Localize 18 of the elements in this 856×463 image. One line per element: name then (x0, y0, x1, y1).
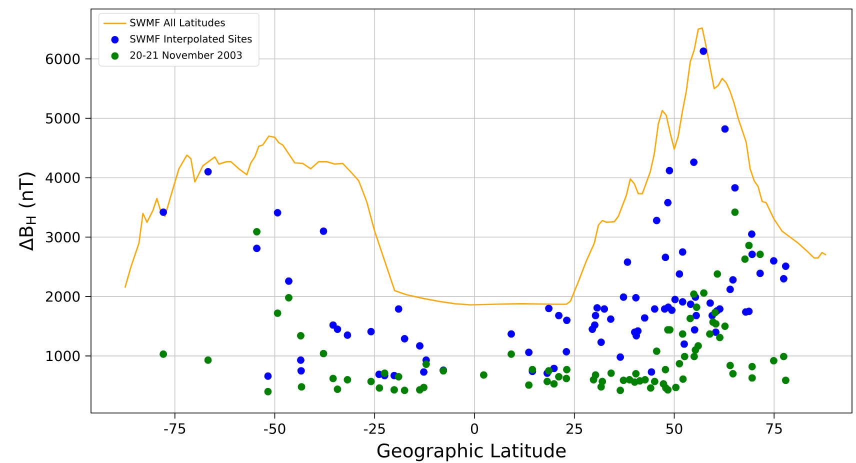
x-tick-label: -75 (164, 423, 186, 434)
x-tick-label: -25 (364, 423, 385, 434)
x-tick-label: 50 (666, 423, 682, 434)
x-tick-label: -50 (264, 423, 286, 434)
y-tick-label: 4000 (46, 172, 80, 183)
legend-label: SWMF All Latitudes (130, 18, 225, 26)
x-axis-title: Geographic Latitude (377, 443, 566, 462)
y-tick-label: 6000 (46, 54, 80, 64)
x-tick-label: 25 (566, 423, 582, 434)
y-tick-label: 2000 (46, 291, 80, 302)
x-tick-label: 75 (766, 423, 782, 434)
y-axis-title: ΔB$_{H}$ (nT) (18, 172, 36, 251)
x-tick-label: 0 (470, 423, 478, 434)
y-tick-label: 3000 (46, 232, 80, 242)
y-tick-label: 5000 (46, 113, 80, 124)
legend-label: SWMF Interpolated Sites (130, 34, 252, 45)
legend-label: 20-21 November 2003 (130, 51, 242, 59)
y-tick-label: 1000 (46, 350, 80, 362)
